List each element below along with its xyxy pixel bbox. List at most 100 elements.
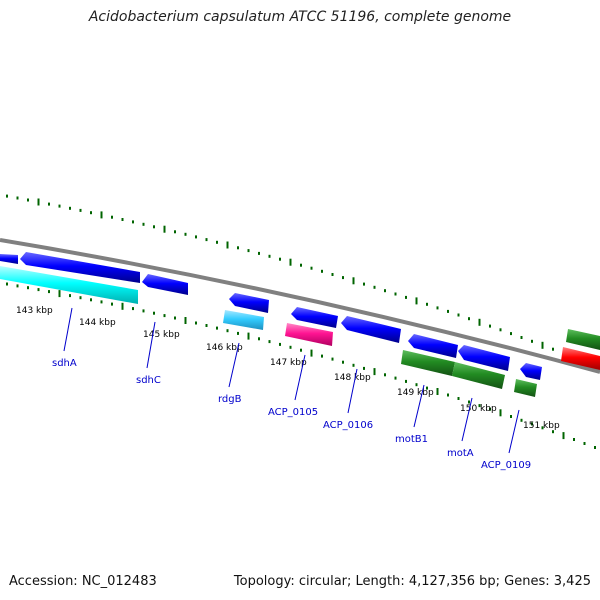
gc-tick	[69, 294, 71, 298]
gc-tick	[394, 376, 397, 380]
gene-label: rdgB	[218, 394, 242, 405]
gc-tick	[100, 300, 103, 304]
gc-tick	[510, 332, 512, 336]
forward-gene-arrow	[401, 350, 455, 376]
gc-skew-track-outer	[6, 194, 596, 367]
gc-tick	[552, 430, 554, 434]
kbp-tick-label: 144 kbp	[79, 318, 116, 328]
gc-tick	[237, 246, 239, 250]
forward-gene-arrow	[223, 310, 264, 330]
forward-gene-arrow	[452, 362, 505, 389]
gc-tick	[426, 302, 428, 306]
gc-tick	[184, 317, 187, 324]
gc-tick	[405, 295, 407, 299]
gc-tick	[510, 415, 512, 418]
gc-tick	[499, 409, 502, 417]
gc-tick	[373, 285, 376, 289]
gc-tick	[321, 354, 323, 358]
gc-tick	[195, 235, 197, 239]
gc-tick	[195, 321, 197, 325]
genome-summary: Topology: circular; Length: 4,127,356 bp…	[233, 574, 591, 589]
gc-tick	[268, 254, 271, 258]
gc-tick	[37, 198, 40, 206]
gc-tick	[384, 373, 386, 377]
forward-gene-arrow	[0, 266, 138, 304]
gc-tick	[205, 238, 208, 242]
gene-leader-line	[508, 409, 520, 454]
gc-tick	[468, 317, 470, 321]
gc-tick	[237, 331, 239, 335]
gene-label: ACP_0105	[268, 407, 318, 418]
gc-tick	[132, 220, 134, 224]
gc-tick	[436, 306, 439, 310]
gc-tick	[90, 298, 92, 302]
gc-tick	[310, 349, 313, 357]
gc-tick	[520, 418, 523, 422]
genome-backbone	[0, 238, 600, 374]
gene-label: ACP_0109	[481, 460, 531, 471]
gene-leader-line	[294, 354, 306, 401]
forward-gene-arrow	[561, 347, 600, 370]
gc-tick	[247, 332, 250, 340]
gc-tick	[279, 342, 281, 346]
gc-tick	[478, 404, 481, 408]
gc-tick	[48, 290, 50, 294]
gc-tick	[79, 208, 82, 212]
gc-tick	[111, 302, 113, 306]
reverse-gene-arrow	[408, 334, 458, 358]
kbp-tick-label: 149 kbp	[397, 388, 434, 398]
gene-label: sdhC	[136, 375, 161, 386]
gc-tick	[373, 368, 376, 376]
gc-tick	[279, 257, 281, 261]
gc-tick	[184, 232, 187, 236]
gene-label: motB1	[395, 434, 428, 445]
gc-tick	[499, 328, 502, 332]
gc-tick	[121, 218, 124, 221]
gc-tick	[289, 258, 292, 266]
gc-tick	[163, 225, 166, 233]
gc-tick	[552, 347, 554, 351]
gc-tick	[268, 340, 271, 344]
gc-tick	[489, 407, 491, 411]
gene-label: ACP_0106	[323, 420, 373, 431]
gc-tick	[342, 360, 344, 364]
gene-label: motA	[447, 448, 474, 459]
kbp-tick-label: 145 kbp	[143, 330, 180, 340]
gc-tick	[174, 230, 176, 234]
gene-leader-line	[347, 368, 358, 414]
gene-leader-line	[228, 342, 240, 388]
gc-tick	[468, 400, 470, 404]
gc-tick	[37, 288, 40, 292]
feature-arrows	[0, 252, 600, 397]
gc-tick	[6, 194, 8, 198]
accession-label: Accession: NC_012483	[9, 574, 157, 589]
gc-tick	[27, 286, 29, 290]
gc-tick	[226, 329, 229, 333]
gene-labels: sdhA sdhC rdgB ACP_0105 ACP_0106 motB1 motA ACP…	[52, 307, 531, 471]
reverse-gene-arrow	[20, 252, 140, 283]
kbp-tick-label: 146 kbp	[206, 343, 243, 353]
gene-leader-line	[461, 397, 473, 442]
gc-tick	[6, 282, 8, 286]
gc-tick	[216, 240, 218, 244]
gc-tick	[111, 215, 113, 219]
gc-tick	[352, 363, 355, 367]
gc-tick	[100, 211, 103, 219]
gc-tick	[573, 438, 575, 441]
gc-tick	[447, 393, 449, 397]
gc-tick	[331, 357, 334, 361]
gc-tick	[121, 302, 124, 310]
gc-tick	[583, 442, 586, 445]
forward-gene-arrow	[0, 254, 18, 264]
forward-gene-arrow	[285, 323, 333, 346]
reverse-gene-arrow	[458, 345, 510, 371]
gc-tick	[562, 432, 565, 440]
gc-tick	[531, 339, 533, 343]
gc-tick	[289, 345, 292, 349]
gc-tick	[405, 379, 407, 383]
gc-tick	[489, 324, 491, 328]
gc-tick	[541, 341, 544, 349]
gc-tick	[300, 263, 302, 267]
gc-tick	[457, 397, 460, 400]
